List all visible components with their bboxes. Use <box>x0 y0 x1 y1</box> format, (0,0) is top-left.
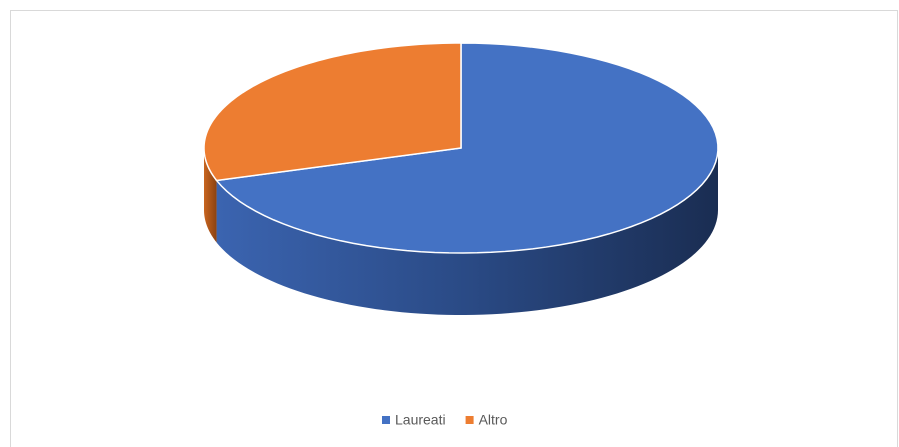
pie-side <box>216 148 718 315</box>
legend-swatch <box>465 416 474 424</box>
pie-side <box>204 148 217 243</box>
legend-label: Laureati <box>395 412 446 428</box>
legend-label: Altro <box>479 412 508 428</box>
legend-swatch <box>382 416 390 424</box>
pie-slice <box>215 42 719 254</box>
pie-slice <box>203 42 462 182</box>
